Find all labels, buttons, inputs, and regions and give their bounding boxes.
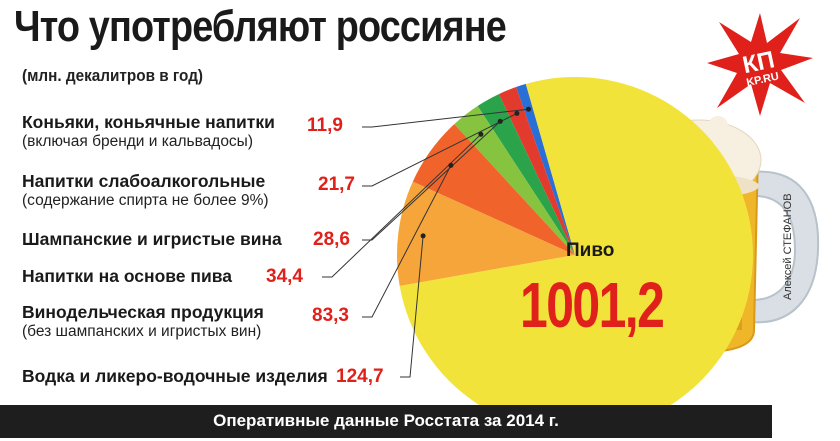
leader-dot-beer-based: [478, 131, 484, 137]
pie-slice-beer: [399, 76, 753, 433]
legend-item-low-alcohol: Напитки слабоалкогольные (содержание спи…: [22, 171, 269, 211]
legend-label: Напитки на основе пива: [22, 266, 232, 286]
data-label-wine: 83,3: [312, 305, 349, 326]
pie-slice-wine: [412, 124, 575, 255]
kp-logo: КП KP.RU: [740, 46, 780, 90]
pie-slice-cognac: [516, 83, 575, 256]
pie-slice-low-alcohol: [498, 87, 575, 255]
legend-item-wine: Винодельческая продукция (без шампанских…: [22, 302, 264, 342]
legend-label: Напитки слабоалкогольные: [22, 171, 266, 191]
pie-slice-beer-based: [454, 106, 575, 255]
legend-label: Коньяки, коньячные напитки: [22, 112, 275, 132]
beer-value: 1001,2: [520, 269, 665, 341]
legend-item-champagne: Шампанские и игристые вина: [22, 229, 282, 249]
legend-item-vodka: Водка и ликеро-водочные изделия: [22, 366, 328, 386]
pie-slice-champagne: [477, 94, 575, 255]
legend-note: (содержание спирта не более 9%): [22, 192, 269, 209]
chart-subtitle: (млн. декалитров в год): [22, 66, 204, 85]
legend-label: Винодельческая продукция: [22, 302, 264, 322]
leader-line-vodka: [400, 235, 424, 378]
leader-line-wine: [362, 165, 452, 318]
legend-item-beer-based: Напитки на основе пива: [22, 266, 232, 286]
leader-line-cognac: [362, 108, 529, 128]
leader-dot-wine: [448, 162, 454, 168]
leader-dot-low-alcohol: [514, 110, 520, 116]
data-label-beer-based: 34,4: [266, 266, 303, 287]
leader-line-champagne: [362, 121, 501, 241]
data-label-cognac: 11,9: [307, 115, 343, 136]
legend-note: (без шампанских и игристых вин): [22, 323, 262, 340]
source-text: Оперативные данные Росстата за 2014 г.: [213, 411, 559, 430]
photo-credit: Алексей СТЕФАНОВ: [782, 193, 794, 300]
data-label-champagne: 28,6: [313, 229, 350, 250]
data-label-low-alcohol: 21,7: [318, 174, 355, 195]
legend-note: (включая бренди и кальвадосы): [22, 133, 253, 150]
legend-label: Водка и ликеро-водочные изделия: [22, 366, 328, 386]
kp-logo-splash: [707, 13, 813, 116]
data-label-vodka: 124,7: [336, 366, 384, 387]
leader-line-beer-based: [322, 133, 482, 278]
source-footer: Оперативные данные Росстата за 2014 г.: [0, 405, 772, 438]
leader-line-low-alcohol: [362, 112, 518, 187]
beer-label: Пиво: [566, 240, 615, 261]
pie-slice-vodka: [396, 181, 575, 286]
chart-title: Что употребляют россияне: [14, 2, 507, 51]
leader-dot-vodka: [420, 233, 426, 239]
leader-dot-cognac: [526, 106, 531, 112]
legend-item-cognac: Коньяки, коньячные напитки (включая брен…: [22, 112, 275, 152]
leader-dot-champagne: [497, 118, 503, 124]
legend-label: Шампанские и игристые вина: [22, 229, 282, 249]
